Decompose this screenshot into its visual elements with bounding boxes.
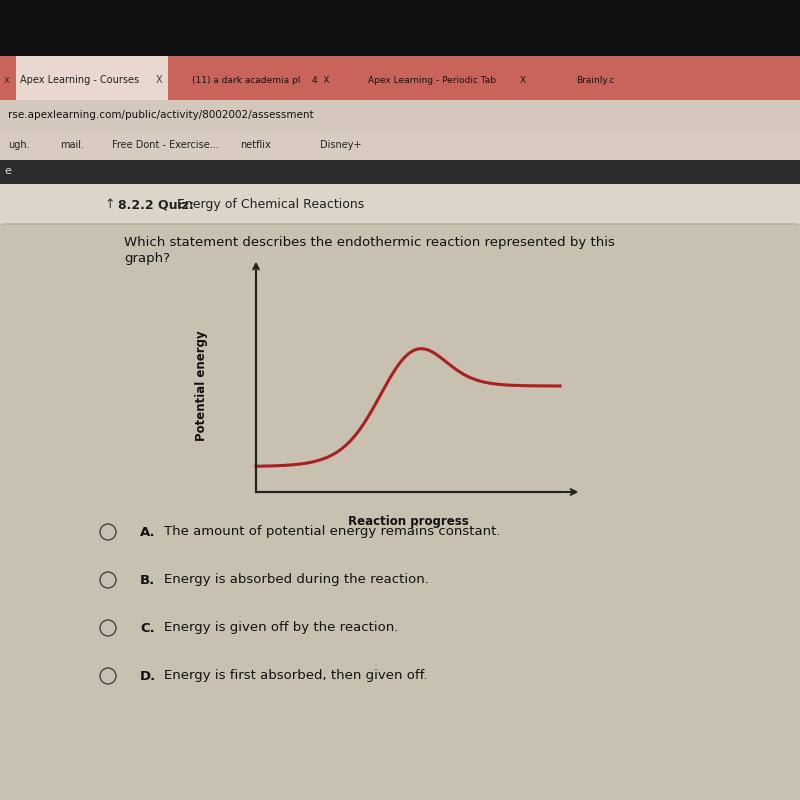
Text: Energy of Chemical Reactions: Energy of Chemical Reactions xyxy=(177,198,364,211)
Text: 4  X: 4 X xyxy=(312,76,330,85)
Text: Energy is absorbed during the reaction.: Energy is absorbed during the reaction. xyxy=(164,574,429,586)
Text: e: e xyxy=(4,166,11,176)
Text: ugh.: ugh. xyxy=(8,140,30,150)
Text: Apex Learning - Courses: Apex Learning - Courses xyxy=(20,75,139,85)
Text: 8.2.2 Quiz:: 8.2.2 Quiz: xyxy=(118,198,194,211)
Text: B.: B. xyxy=(140,574,155,586)
Text: rse.apexlearning.com/public/activity/8002002/assessment: rse.apexlearning.com/public/activity/800… xyxy=(8,110,314,120)
Text: Reaction progress: Reaction progress xyxy=(348,515,468,528)
Text: Energy is first absorbed, then given off.: Energy is first absorbed, then given off… xyxy=(164,670,427,682)
Text: (11) a dark academia pl: (11) a dark academia pl xyxy=(192,76,300,85)
Text: graph?: graph? xyxy=(124,253,170,266)
Text: The amount of potential energy remains constant.: The amount of potential energy remains c… xyxy=(164,526,501,538)
Text: Which statement describes the endothermic reaction represented by this: Which statement describes the endothermi… xyxy=(124,235,615,249)
Text: D.: D. xyxy=(140,670,156,682)
Text: X: X xyxy=(520,76,526,85)
Text: netflix: netflix xyxy=(240,140,270,150)
Text: Free Dont - Exercise...: Free Dont - Exercise... xyxy=(112,140,218,150)
Text: A.: A. xyxy=(140,526,156,538)
Text: Disney+: Disney+ xyxy=(320,140,362,150)
Text: Potential energy: Potential energy xyxy=(194,330,208,442)
Text: x: x xyxy=(4,75,10,85)
Text: Apex Learning - Periodic Tab: Apex Learning - Periodic Tab xyxy=(368,76,496,85)
Text: X: X xyxy=(156,75,162,85)
Text: C.: C. xyxy=(140,622,154,634)
Text: ↑: ↑ xyxy=(104,198,114,211)
Text: mail.: mail. xyxy=(60,140,84,150)
Text: Energy is given off by the reaction.: Energy is given off by the reaction. xyxy=(164,622,398,634)
Text: Brainly.c: Brainly.c xyxy=(576,76,614,85)
